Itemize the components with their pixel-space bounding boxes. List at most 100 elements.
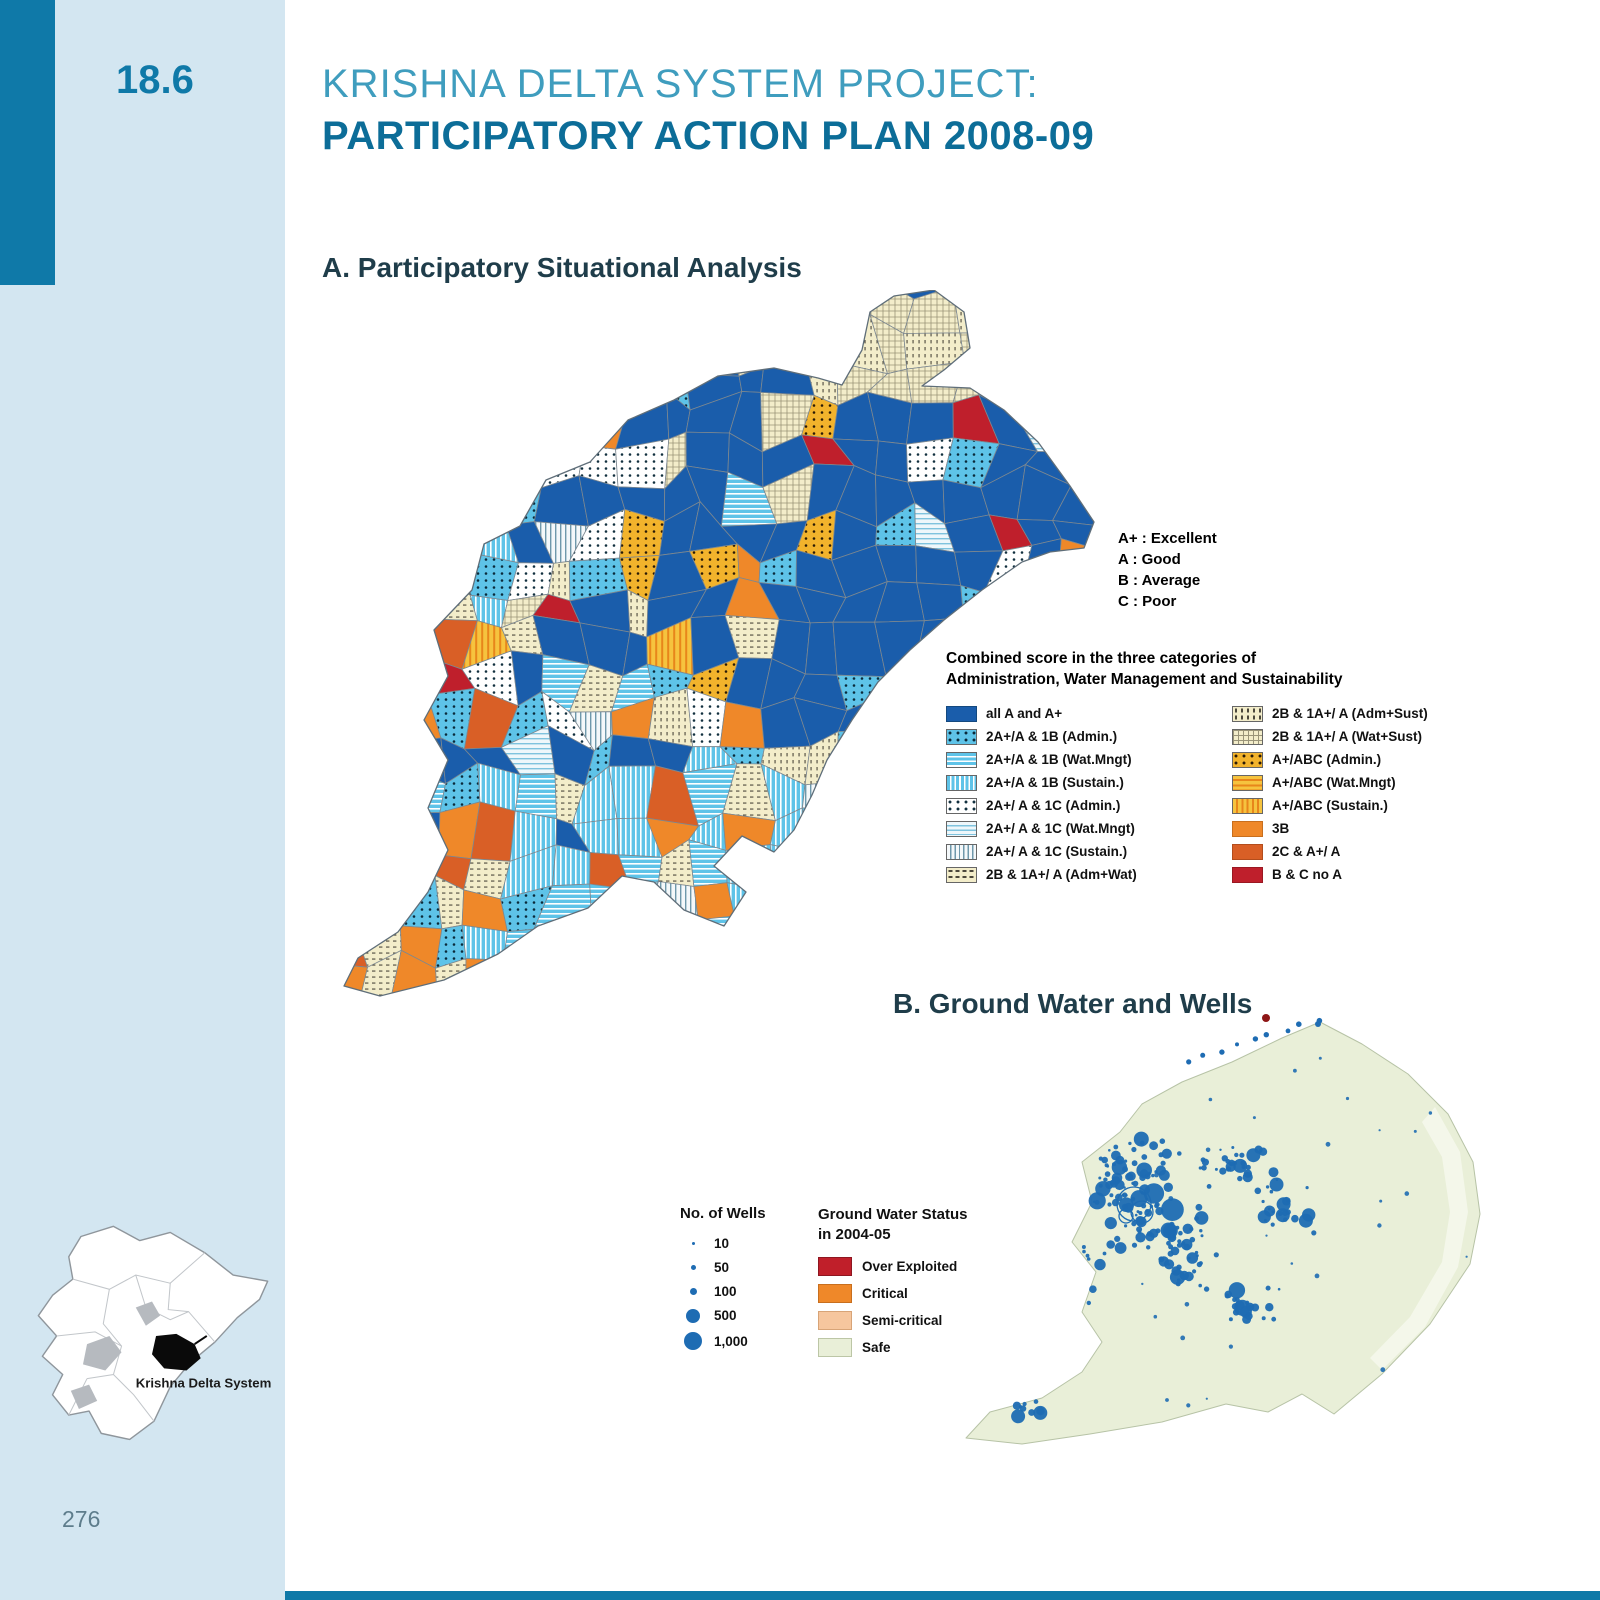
status-label: Semi-critical	[862, 1313, 943, 1328]
legend-item: 2A+/A & 1B (Wat.Mngt)	[946, 748, 1232, 771]
well-size-label: 10	[714, 1236, 730, 1251]
legend-item: all A and A+	[946, 702, 1232, 725]
combined-title-line2: Administration, Water Management and Sus…	[946, 671, 1343, 688]
wells-legend-item: 50	[680, 1260, 820, 1275]
grade-line: A+ : Excellent	[1118, 530, 1217, 547]
status-swatch	[818, 1284, 852, 1303]
legend-swatch	[946, 866, 977, 883]
well-dot-wrap	[680, 1288, 706, 1295]
status-title-line2: in 2004-05	[818, 1226, 891, 1243]
inset-label: Krishna Delta System	[136, 1376, 272, 1391]
legend-label: 2B & 1A+/ A (Adm+Sust)	[1272, 706, 1428, 721]
status-label: Safe	[862, 1340, 891, 1355]
wells-legend-item: 1,000	[680, 1332, 820, 1350]
legend-swatch	[946, 797, 977, 814]
legend-item: 2A+/ A & 1C (Admin.)	[946, 794, 1232, 817]
wells-legend: No. of Wells 10 50 100 500 1,000	[680, 1205, 820, 1359]
status-swatch	[818, 1311, 852, 1330]
status-label: Critical	[862, 1286, 908, 1301]
wells-legend-title: No. of Wells	[680, 1205, 766, 1222]
legend-label: 2B & 1A+/ A (Wat+Sust)	[1272, 729, 1423, 744]
well-dot-wrap	[680, 1332, 706, 1350]
status-label: Over Exploited	[862, 1259, 958, 1274]
legend-label: B & C no A	[1272, 867, 1342, 882]
krishna-delta-highlight	[151, 1333, 201, 1371]
combined-title-line1: Combined score in the three categories o…	[946, 650, 1257, 667]
legend-item: 2B & 1A+/ A (Adm+Wat)	[946, 863, 1232, 886]
legend-swatch	[946, 820, 977, 837]
well-size-label: 1,000	[714, 1333, 748, 1349]
legend-label: 2A+/A & 1B (Admin.)	[986, 729, 1118, 744]
section-color-tab	[0, 0, 55, 285]
legend-swatch	[1232, 728, 1263, 745]
situational-analysis-map	[343, 290, 1095, 997]
legend-swatch	[1232, 820, 1263, 837]
well-dot-wrap	[680, 1308, 706, 1323]
legend-label: 3B	[1272, 821, 1290, 836]
legend-swatch	[946, 728, 977, 745]
legend-label: 2A+/A & 1B (Sustain.)	[986, 775, 1124, 790]
grade-line: B : Average	[1118, 572, 1201, 589]
legend-item: 3B	[1232, 817, 1522, 840]
legend-swatch	[1232, 843, 1263, 860]
delta-pointer-line	[194, 1335, 208, 1345]
legend-swatch	[1232, 751, 1263, 768]
legend-item: B & C no A	[1232, 863, 1522, 886]
section-b-heading: B. Ground Water and Wells	[893, 988, 1253, 1019]
legend-column-right: 2B & 1A+/ A (Adm+Sust) 2B & 1A+/ A (Wat+…	[1232, 702, 1522, 886]
status-legend-rows: Over Exploited Critical Semi-critical Sa…	[818, 1257, 1028, 1357]
well-dot-wrap	[680, 1242, 706, 1245]
legend-columns: all A and A+ 2A+/A & 1B (Admin.) 2A+/A &…	[946, 702, 1546, 886]
district-boundaries	[56, 1252, 216, 1422]
state-locator-map: Krishna Delta System	[37, 1225, 272, 1441]
legend-label: 2A+/ A & 1C (Sustain.)	[986, 844, 1128, 859]
legend-item: 2C & A+/ A	[1232, 840, 1522, 863]
status-legend-item: Over Exploited	[818, 1257, 1028, 1276]
legend-label: 2A+/ A & 1C (Admin.)	[986, 798, 1121, 813]
legend-item: 2A+/A & 1B (Sustain.)	[946, 771, 1232, 794]
legend-swatch	[1232, 774, 1263, 791]
legend-item: 2A+/A & 1B (Admin.)	[946, 725, 1232, 748]
legend-label: A+/ABC (Sustain.)	[1272, 798, 1388, 813]
grade-line: A : Good	[1118, 551, 1181, 568]
legend-item: 2A+/ A & 1C (Wat.Mngt)	[946, 817, 1232, 840]
legend-column-left: all A and A+ 2A+/A & 1B (Admin.) 2A+/A &…	[946, 702, 1232, 886]
grade-legend: A+ : Excellent A : Good B : Average C : …	[1118, 528, 1217, 612]
legend-label: 2C & A+/ A	[1272, 844, 1341, 859]
page-number: 276	[62, 1506, 101, 1532]
state-outline	[37, 1225, 269, 1441]
legend-swatch	[1232, 866, 1263, 883]
legend-swatch	[1232, 705, 1263, 722]
legend-item: A+/ABC (Sustain.)	[1232, 794, 1522, 817]
legend-swatch	[946, 705, 977, 722]
status-legend-item: Critical	[818, 1284, 1028, 1303]
grade-line: C : Poor	[1118, 593, 1177, 610]
well-size-dot	[689, 1288, 697, 1295]
legend-label: all A and A+	[986, 706, 1063, 721]
legend-item: A+/ABC (Wat.Mngt)	[1232, 771, 1522, 794]
combined-score-legend: Combined score in the three categories o…	[946, 648, 1546, 886]
well-size-dot	[690, 1265, 696, 1270]
legend-swatch	[946, 751, 977, 768]
shaded-regions	[70, 1301, 161, 1410]
legend-item: 2B & 1A+/ A (Adm+Sust)	[1232, 702, 1522, 725]
status-legend-item: Semi-critical	[818, 1311, 1028, 1330]
footer-accent-bar	[285, 1591, 1600, 1600]
legend-label: A+/ABC (Wat.Mngt)	[1272, 775, 1396, 790]
legend-label: 2A+/A & 1B (Wat.Mngt)	[986, 752, 1132, 767]
page-title: KRISHNA DELTA SYSTEM PROJECT: PARTICIPAT…	[322, 58, 1094, 162]
well-size-dot	[691, 1242, 695, 1245]
legend-item: A+/ABC (Admin.)	[1232, 748, 1522, 771]
title-line1: KRISHNA DELTA SYSTEM PROJECT:	[322, 62, 1039, 106]
well-size-label: 50	[714, 1260, 730, 1275]
legend-label: 2B & 1A+/ A (Adm+Wat)	[986, 867, 1137, 882]
wells-legend-item: 100	[680, 1284, 820, 1299]
status-swatch	[818, 1257, 852, 1276]
legend-swatch	[946, 843, 977, 860]
status-legend-title: Ground Water Status in 2004-05	[818, 1205, 1028, 1245]
status-swatch	[818, 1338, 852, 1357]
legend-item: 2A+/ A & 1C (Sustain.)	[946, 840, 1232, 863]
wells-legend-item: 500	[680, 1308, 820, 1323]
well-size-dot	[684, 1332, 702, 1350]
legend-item: 2B & 1A+/ A (Wat+Sust)	[1232, 725, 1522, 748]
